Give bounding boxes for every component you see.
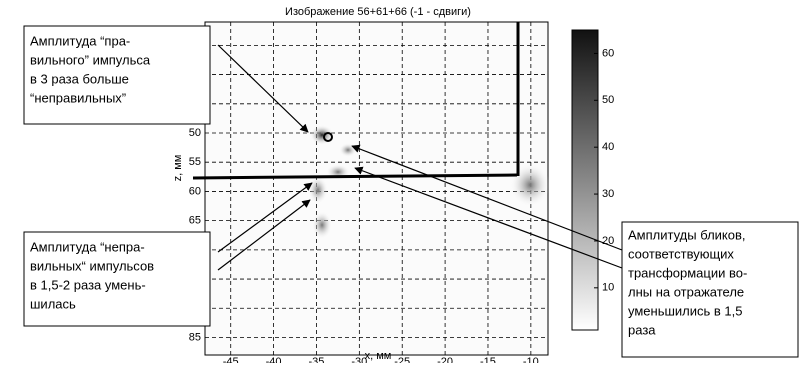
annotation-line: шилась [30,296,76,311]
annotation-line: Амплитуда “пра- [30,33,130,48]
annotation-line: “неправильных” [30,90,126,105]
x-tick-label: -40 [266,356,282,363]
chart-title: Изображение 56+61+66 (-1 - сдвиги) [285,6,471,18]
colorbar-tick-label: 30 [602,188,614,200]
annotation-line: Амплитуды бликов, [628,227,746,242]
x-tick-label: -25 [394,356,410,363]
x-tick-label: -15 [480,356,496,363]
colorbar-tick-label: 40 [602,141,614,153]
y-tick-label: 65 [189,215,201,227]
x-tick-label: -45 [223,356,239,363]
colorbar-tick-label: 20 [602,235,614,247]
annotation-line: уменьшились в 1,5 [628,303,743,318]
colorbar-tick-label: 60 [602,47,614,59]
y-tick-label: 50 [189,127,201,139]
annotation-line: раза [628,322,656,337]
plot-area [205,22,548,355]
y-tick-label: 85 [189,331,201,343]
x-tick-label: -20 [437,356,453,363]
colorbar [572,30,598,330]
colorbar-tick-label: 50 [602,94,614,106]
y-axis-label: z, мм [172,155,184,182]
y-tick-label: 60 [189,185,201,197]
chart: Изображение 56+61+66 (-1 - сдвиги) -45 -4… [0,0,802,363]
colorbar-tick-label: 10 [602,282,614,294]
annotation-line: соответствующих [628,246,734,261]
x-tick-label: -35 [309,356,325,363]
x-axis-label: x, мм [365,350,392,362]
annotation-line: вильного” импульса [30,52,151,67]
annotation-line: в 1,5-2 раза умень- [30,277,146,292]
annotation-line: трансформации во- [628,265,747,280]
y-tick-label: 55 [189,156,201,168]
x-tick-label: -10 [523,356,539,363]
annotation-line: в 3 раза больше [30,71,129,86]
annotation-line: лны на отражателе [628,284,744,299]
annotation-line: Амплитуда “непра- [30,239,145,254]
annotation-line: вильных“ импульсов [30,258,154,273]
